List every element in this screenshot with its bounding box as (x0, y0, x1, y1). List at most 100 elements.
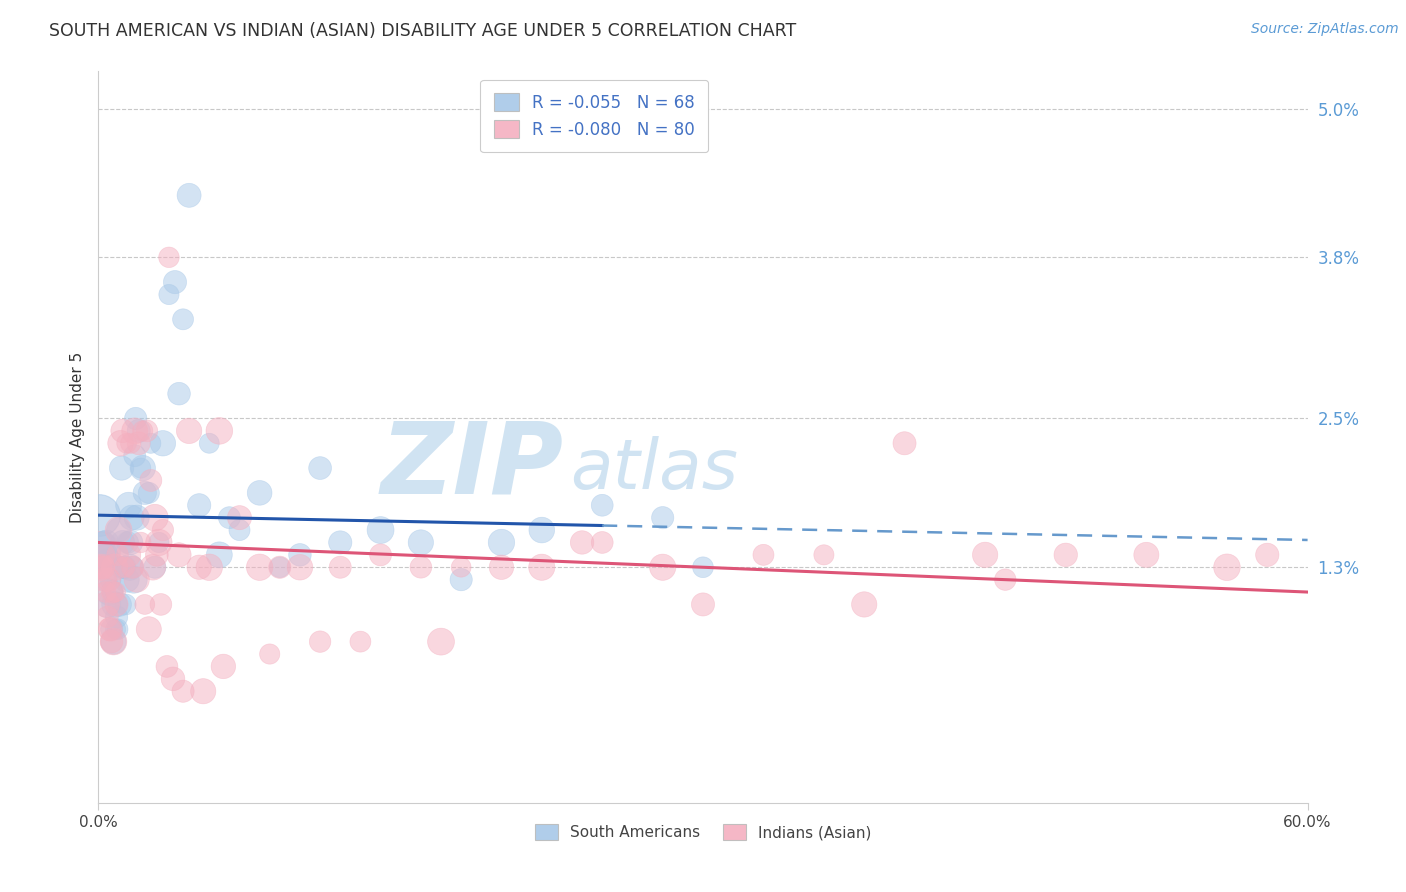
Point (651, 510, 673, 524)
Point (114, 560, 136, 574)
Point (142, 560, 165, 574)
Point (157, 250, 180, 264)
Point (100, 622, 122, 636)
Point (104, 585, 127, 599)
Point (162, 672, 184, 686)
Point (97, 554, 120, 568)
Point (163, 275, 186, 289)
Point (96, 598, 118, 612)
Point (118, 548, 141, 562)
Point (129, 535, 152, 549)
Point (172, 684, 194, 698)
Point (96, 598, 118, 612)
Point (89, 545, 111, 559)
Point (309, 461, 332, 475)
Point (111, 424, 134, 438)
Point (132, 424, 155, 438)
Point (115, 436, 138, 450)
Point (491, 560, 513, 574)
Point (259, 647, 281, 661)
Point (692, 598, 714, 612)
Point (430, 634, 453, 648)
Point (188, 560, 211, 574)
Point (135, 424, 157, 438)
Point (143, 510, 166, 524)
Point (114, 598, 136, 612)
Point (1135, 548, 1157, 562)
Point (97, 573, 120, 587)
Point (89, 508, 111, 523)
Point (218, 510, 240, 524)
Point (146, 548, 169, 562)
Point (269, 560, 291, 574)
Point (112, 560, 135, 574)
Point (228, 523, 250, 537)
Point (450, 573, 472, 587)
Point (167, 548, 190, 562)
Point (120, 436, 142, 450)
Point (107, 523, 129, 537)
Point (309, 634, 332, 648)
Point (118, 498, 141, 512)
Point (108, 598, 131, 612)
Point (107, 622, 129, 636)
Point (120, 535, 142, 549)
Point (143, 560, 166, 574)
Point (349, 634, 371, 648)
Point (128, 436, 150, 450)
Point (93, 573, 115, 587)
Point (269, 560, 291, 574)
Point (101, 585, 124, 599)
Point (105, 598, 128, 612)
Point (152, 436, 174, 450)
Point (409, 535, 432, 549)
Point (591, 535, 613, 549)
Point (329, 560, 352, 574)
Point (370, 548, 392, 562)
Point (128, 424, 150, 438)
Point (94, 585, 117, 599)
Point (288, 560, 311, 574)
Point (228, 510, 250, 524)
Point (121, 560, 143, 574)
Point (370, 523, 392, 537)
Text: ZIP: ZIP (381, 417, 564, 515)
Point (139, 474, 162, 488)
Point (994, 573, 1017, 587)
Point (91, 548, 114, 562)
Point (1256, 548, 1278, 562)
Point (208, 424, 231, 438)
Point (692, 560, 714, 574)
Point (491, 535, 513, 549)
Point (96, 535, 118, 549)
Point (188, 498, 211, 512)
Point (118, 560, 141, 574)
Point (103, 560, 125, 574)
Point (752, 548, 775, 562)
Point (90, 560, 112, 574)
Point (124, 449, 146, 463)
Point (329, 535, 352, 549)
Point (149, 598, 172, 612)
Point (90, 560, 112, 574)
Point (125, 510, 148, 524)
Point (121, 560, 143, 574)
Point (93, 548, 115, 562)
Point (893, 436, 915, 450)
Point (105, 610, 128, 624)
Point (100, 634, 122, 648)
Point (103, 598, 125, 612)
Point (179, 424, 201, 438)
Point (100, 573, 122, 587)
Point (100, 622, 122, 636)
Point (198, 436, 221, 450)
Point (167, 386, 190, 401)
Point (249, 560, 271, 574)
Point (124, 424, 146, 438)
Text: SOUTH AMERICAN VS INDIAN (ASIAN) DISABILITY AGE UNDER 5 CORRELATION CHART: SOUTH AMERICAN VS INDIAN (ASIAN) DISABIL… (49, 22, 796, 40)
Point (198, 560, 221, 574)
Point (853, 598, 876, 612)
Point (571, 535, 593, 549)
Point (212, 659, 235, 673)
Point (121, 510, 143, 524)
